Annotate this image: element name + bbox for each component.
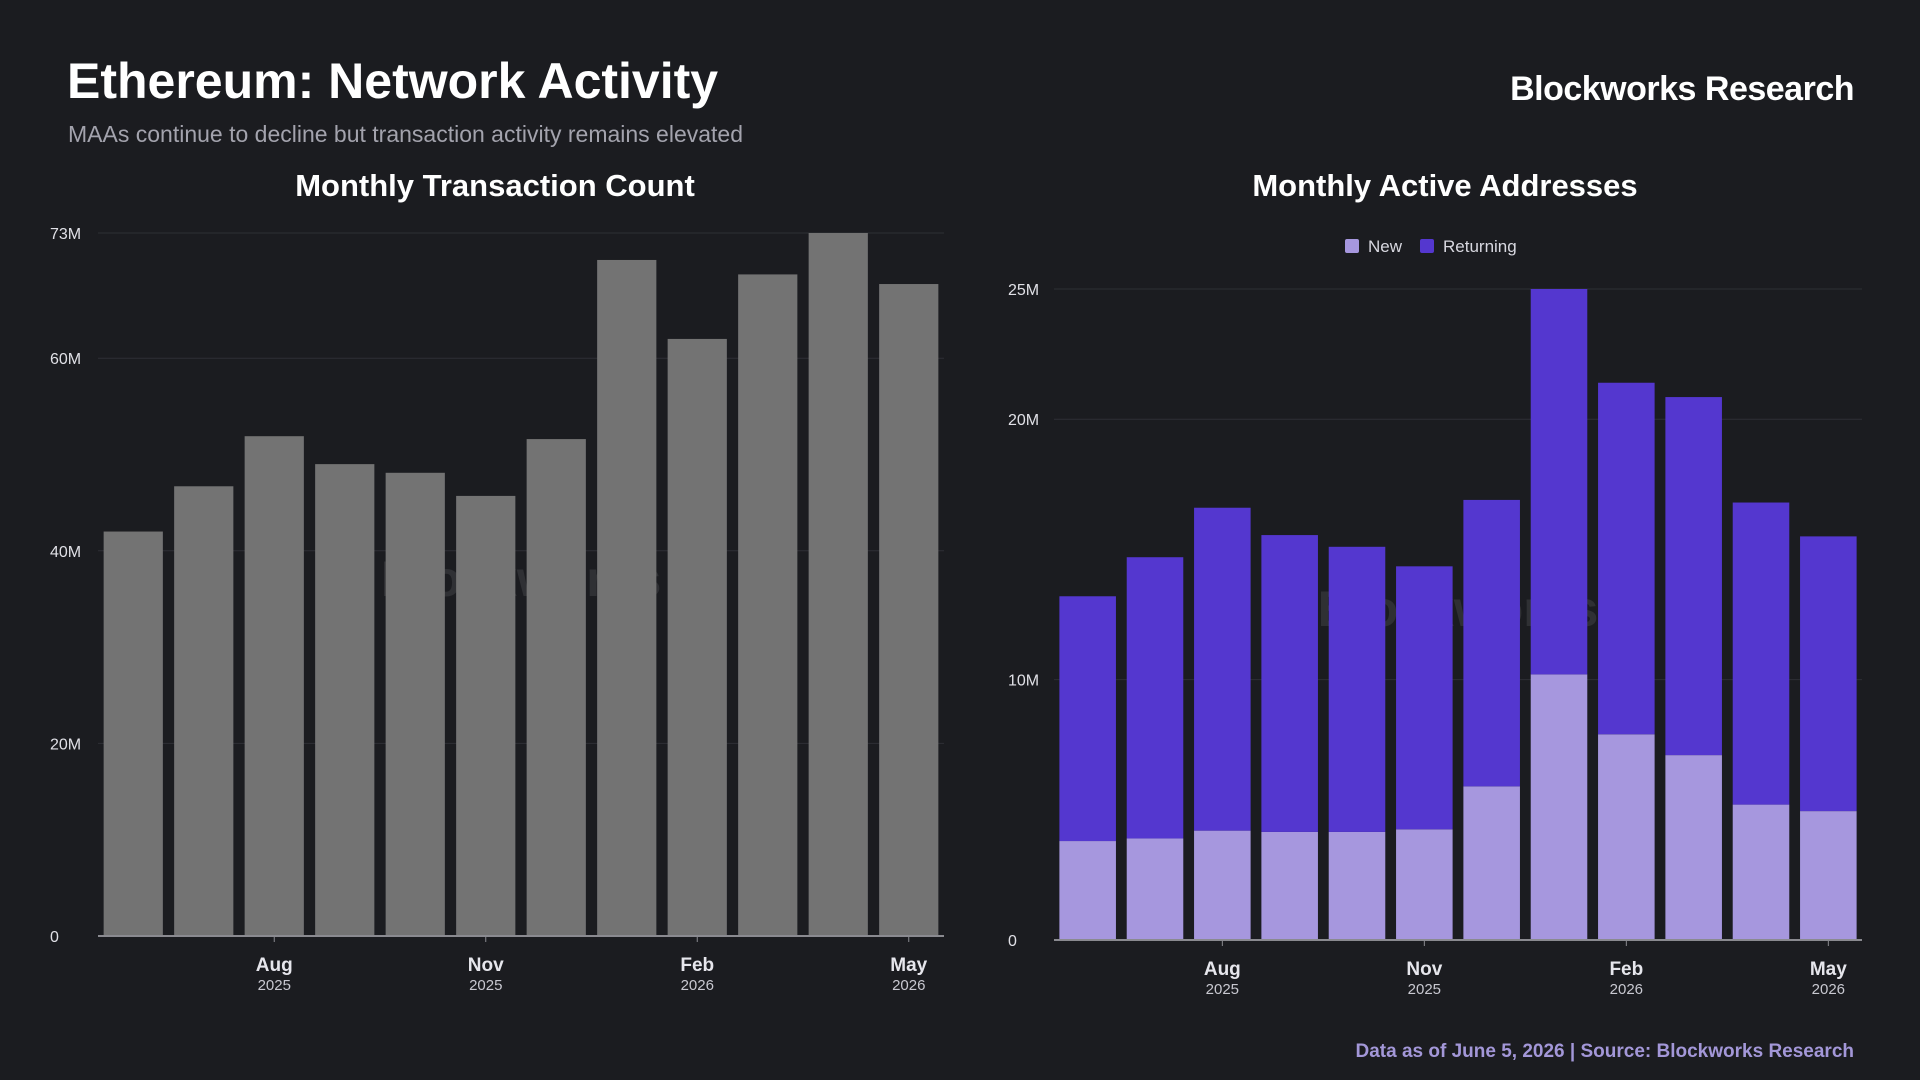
bar-new-nov-2025 [1396,829,1453,940]
bar-jul-2025 [174,486,234,936]
x-tick-year: 2026 [892,977,925,994]
bar-new-jul-2025 [1126,838,1184,940]
bar-new-aug-2025 [1194,830,1251,940]
x-tick-year: 2026 [1812,981,1845,998]
bar-returning-sep-2025 [1261,535,1318,832]
bar-apr-2026 [808,233,868,936]
bar-new-may-2026 [1800,811,1857,940]
bar-returning-jun-2025 [1059,596,1116,842]
x-tick-year: 2026 [1610,981,1643,998]
bar-new-dec-2025 [1463,786,1520,940]
x-tick-year: 2025 [258,977,291,994]
bar-returning-dec-2025 [1463,499,1520,787]
x-tick-month: May [890,955,927,976]
bar-oct-2025 [385,472,445,936]
bar-returning-aug-2025 [1194,507,1251,831]
bar-new-jun-2025 [1059,841,1116,940]
tx-chart-title: Monthly Transaction Count [295,168,695,203]
bar-aug-2025 [244,436,304,936]
bar-jan-2026 [597,259,657,937]
bar-returning-may-2026 [1800,536,1857,812]
bar-returning-jan-2026 [1530,289,1588,675]
transaction-count-chart: Blockworks 020M40M60M73MAug2025Nov2025Fe… [50,226,944,994]
y-tick-label: 20M [50,736,81,753]
y-tick-label: 0 [1008,933,1017,950]
x-tick-month: Nov [1406,959,1442,980]
x-tick-year: 2025 [1206,981,1239,998]
bar-returning-mar-2026 [1665,397,1722,756]
x-tick-month: May [1810,959,1847,980]
legend-swatch-returning [1420,239,1434,253]
x-tick-month: Aug [256,955,293,976]
bar-feb-2026 [667,338,727,936]
x-tick-month: Aug [1204,959,1241,980]
bar-returning-oct-2025 [1328,546,1386,832]
bar-mar-2026 [738,274,798,937]
bar-sep-2025 [315,464,375,936]
x-tick-year: 2025 [1408,981,1441,998]
y-tick-label: 60M [50,351,81,368]
bar-may-2026 [879,284,939,936]
bar-new-jan-2026 [1530,674,1588,940]
bar-jun-2025 [103,531,163,936]
y-tick-label: 0 [50,929,59,946]
legend-label-returning: Returning [1443,237,1517,256]
bar-new-apr-2026 [1732,804,1790,940]
footer-source-note: Data as of June 5, 2026 | Source: Blockw… [1355,1041,1854,1062]
y-tick-label: 25M [1008,282,1039,299]
x-tick-month: Nov [468,955,504,976]
legend-swatch-new [1345,239,1359,253]
page-title: Ethereum: Network Activity [67,53,719,109]
bar-returning-apr-2026 [1732,502,1790,805]
active-addresses-chart: Blockworks 010M20M25MAug2025Nov2025Feb20… [1008,237,1862,998]
bar-returning-nov-2025 [1396,566,1453,830]
bar-nov-2025 [456,495,516,936]
x-tick-month: Feb [1609,959,1643,980]
x-tick-year: 2026 [681,977,714,994]
y-tick-label: 73M [50,226,81,243]
page-subtitle: MAAs continue to decline but transaction… [68,121,744,147]
bar-new-feb-2026 [1598,734,1655,940]
y-tick-label: 40M [50,544,81,561]
bar-new-mar-2026 [1665,755,1722,940]
legend-label-new: New [1368,237,1403,256]
aa-chart-title: Monthly Active Addresses [1252,168,1638,203]
y-tick-label: 20M [1008,412,1039,429]
bar-new-sep-2025 [1261,831,1318,940]
bar-new-oct-2025 [1328,831,1386,940]
bar-returning-jul-2025 [1126,557,1184,839]
x-tick-month: Feb [680,955,714,976]
y-tick-label: 10M [1008,673,1039,690]
x-tick-year: 2025 [469,977,502,994]
bar-returning-feb-2026 [1598,382,1655,735]
brand-logo-text: Blockworks Research [1510,70,1854,108]
bar-dec-2025 [526,439,586,936]
